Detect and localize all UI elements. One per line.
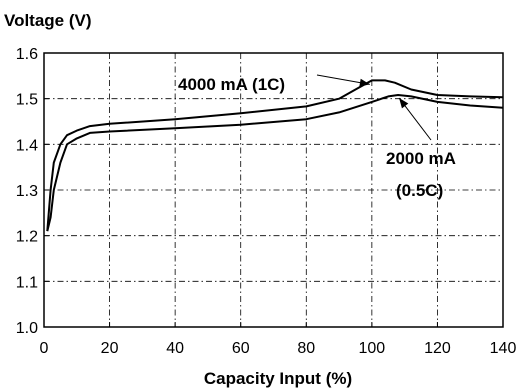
y-tick-label: 1.0 [16,320,38,337]
y-tick-label: 1.5 [16,92,38,109]
annotation-4000ma-arrow [316,74,370,87]
series-line-4000ma [46,79,504,232]
y-tick-label: 1.1 [16,274,38,291]
annotations: 4000 mA (1C) 2000 mA (0.5C) [178,74,456,200]
x-tick-label: 140 [490,340,517,357]
annotation-2000ma-label: 2000 mA [386,149,456,168]
arrow-head [359,78,370,87]
y-tick-label: 1.3 [16,183,38,200]
annotation-2000ma-arrow [398,97,432,141]
y-axis-title: Voltage (V) [4,11,92,30]
x-axis-title: Capacity Input (%) [204,369,352,388]
series-lines [46,79,504,232]
x-tick-label: 0 [40,340,49,357]
y-tick-label: 1.2 [16,229,38,246]
x-tick-label: 60 [232,340,250,357]
y-tick-label: 1.6 [16,46,38,63]
axis-ticks: 0 20 40 60 80 100 120 140 1.0 1.1 1.2 1.3 1.4 1.5 1.6 [16,46,517,357]
plot-frame [43,52,504,328]
x-tick-label: 120 [424,340,451,357]
annotation-2000ma-sublabel: (0.5C) [396,181,443,200]
arrow-head [399,98,409,109]
series-line-2000ma [46,94,504,232]
x-tick-label: 40 [166,340,184,357]
y-tick-label: 1.4 [16,137,38,154]
x-tick-label: 80 [297,340,315,357]
annotation-4000ma-label: 4000 mA (1C) [178,75,285,94]
x-tick-label: 20 [101,340,119,357]
grid-lines [44,53,503,327]
x-tick-label: 100 [359,340,386,357]
